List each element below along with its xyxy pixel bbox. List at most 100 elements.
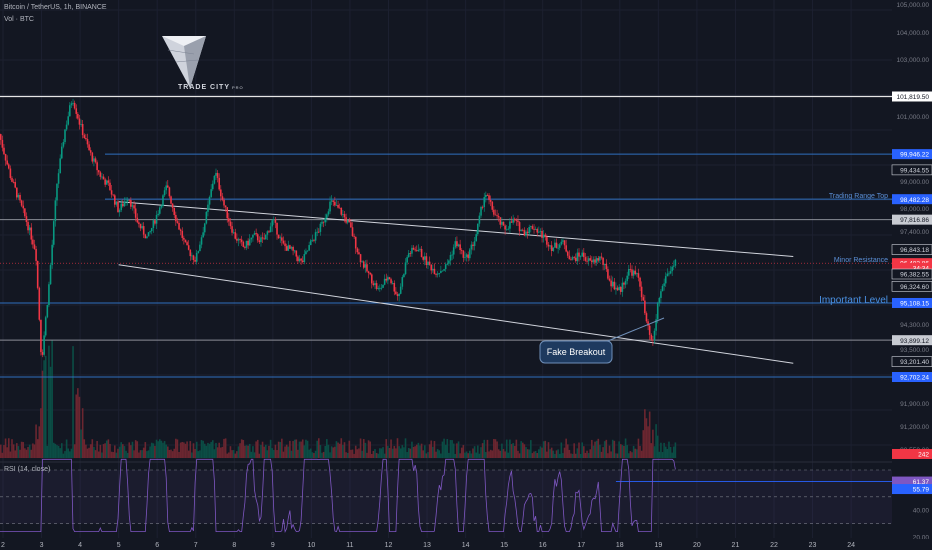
candle-body bbox=[499, 217, 502, 225]
candle-body bbox=[202, 232, 204, 238]
volume-bar bbox=[377, 453, 380, 458]
volume-bar bbox=[587, 453, 590, 458]
candle-body bbox=[436, 273, 439, 275]
time-axis[interactable]: 2 3 4 5 6 7 8 9 10 11 12 13 14 15 16 17 18 19 20 21 22 23 24 bbox=[0, 539, 932, 550]
candle-body bbox=[444, 264, 447, 270]
candle-body bbox=[650, 334, 653, 340]
chart-grid bbox=[0, 0, 892, 538]
volume-bar bbox=[531, 453, 534, 458]
candle-body bbox=[220, 189, 222, 197]
candle-body bbox=[653, 330, 656, 341]
volume-bar bbox=[555, 450, 558, 458]
candle-body bbox=[555, 242, 558, 248]
volume-bar bbox=[636, 449, 638, 458]
volume-bar bbox=[223, 438, 225, 458]
candle-body bbox=[607, 269, 609, 279]
volume-bar bbox=[565, 438, 567, 458]
candle-body bbox=[666, 273, 669, 277]
fake-breakout-pointer bbox=[597, 317, 665, 346]
volume-bar bbox=[640, 450, 643, 458]
volume-bar bbox=[266, 450, 269, 458]
candle-body bbox=[591, 260, 593, 263]
volume-bar bbox=[335, 441, 338, 458]
volume-bar bbox=[187, 450, 190, 458]
volume-bar bbox=[401, 445, 404, 458]
candle-body bbox=[104, 179, 106, 185]
chart-annotations: Trading Range Top Minor Resistance Impor… bbox=[539, 193, 888, 364]
candle-body bbox=[176, 221, 179, 223]
volume-bar bbox=[648, 411, 651, 458]
candle-body bbox=[167, 185, 169, 188]
candle-body bbox=[19, 194, 21, 201]
volume-bar bbox=[147, 450, 150, 458]
price-axis[interactable]: 105,000.00 104,000.00 103,000.00 101,000.00… bbox=[891, 0, 932, 550]
logo-text: TRADE CITY bbox=[178, 84, 230, 91]
candle-body bbox=[203, 223, 206, 233]
volume-bar bbox=[155, 439, 158, 458]
candle-body bbox=[171, 203, 174, 208]
candle-body bbox=[501, 221, 503, 225]
volume-bar bbox=[644, 409, 646, 458]
volume-bar bbox=[228, 452, 230, 458]
candle-body bbox=[526, 231, 529, 234]
candle-body bbox=[523, 230, 526, 236]
volume-bar bbox=[175, 438, 177, 458]
volume-bar bbox=[631, 452, 633, 458]
candle-body bbox=[155, 214, 158, 224]
volume-bar bbox=[330, 446, 333, 458]
volume-bar bbox=[451, 440, 453, 458]
volume-bar bbox=[332, 447, 335, 458]
volume-bar bbox=[464, 452, 466, 458]
candle-body bbox=[454, 241, 457, 248]
volume-bar bbox=[664, 446, 667, 458]
volume-bar bbox=[197, 451, 200, 458]
candle-body bbox=[424, 256, 426, 260]
candle-body bbox=[14, 182, 17, 188]
candle-body bbox=[94, 158, 97, 163]
volume-bar bbox=[255, 441, 257, 458]
candle-body bbox=[75, 108, 78, 114]
candle-body bbox=[565, 245, 567, 252]
candle-body bbox=[464, 257, 466, 258]
volume-bar bbox=[260, 444, 262, 458]
candle-body bbox=[113, 195, 116, 205]
volume-bar bbox=[183, 442, 185, 458]
volume-bar bbox=[65, 439, 68, 458]
candle-body bbox=[531, 226, 534, 229]
candle-body bbox=[163, 190, 166, 196]
volume-bar bbox=[25, 449, 28, 458]
candle-body bbox=[11, 178, 13, 182]
candle-body bbox=[542, 234, 545, 238]
volume-bar bbox=[388, 448, 391, 458]
volume-bar bbox=[570, 453, 572, 458]
volume-bar bbox=[101, 452, 103, 458]
candle-body bbox=[615, 287, 617, 290]
candle-body bbox=[130, 200, 132, 207]
volume-bar bbox=[297, 449, 299, 458]
volume-bar bbox=[387, 445, 389, 458]
candle-body bbox=[150, 227, 153, 232]
candle-body bbox=[520, 229, 522, 232]
volume-bar bbox=[558, 453, 561, 458]
candle-body bbox=[385, 278, 388, 281]
price-label-box bbox=[892, 335, 932, 346]
candle-body bbox=[644, 300, 646, 314]
volume-bar bbox=[168, 449, 171, 458]
candle-body bbox=[311, 239, 314, 241]
time-tick: 12 bbox=[385, 542, 393, 549]
candle-body bbox=[637, 273, 640, 278]
time-tick: 14 bbox=[462, 542, 470, 549]
candle-body bbox=[62, 142, 65, 147]
volume-bar bbox=[619, 444, 622, 458]
volume-bar bbox=[289, 440, 291, 458]
candle-body bbox=[631, 269, 633, 276]
volume-bar bbox=[144, 442, 147, 458]
rsi-tick: 20.00 bbox=[913, 535, 930, 542]
candle-body bbox=[414, 249, 416, 251]
candle-body bbox=[350, 222, 352, 228]
volume-bar bbox=[404, 438, 407, 458]
volume-bar bbox=[456, 443, 458, 458]
time-tick: 22 bbox=[770, 542, 778, 549]
